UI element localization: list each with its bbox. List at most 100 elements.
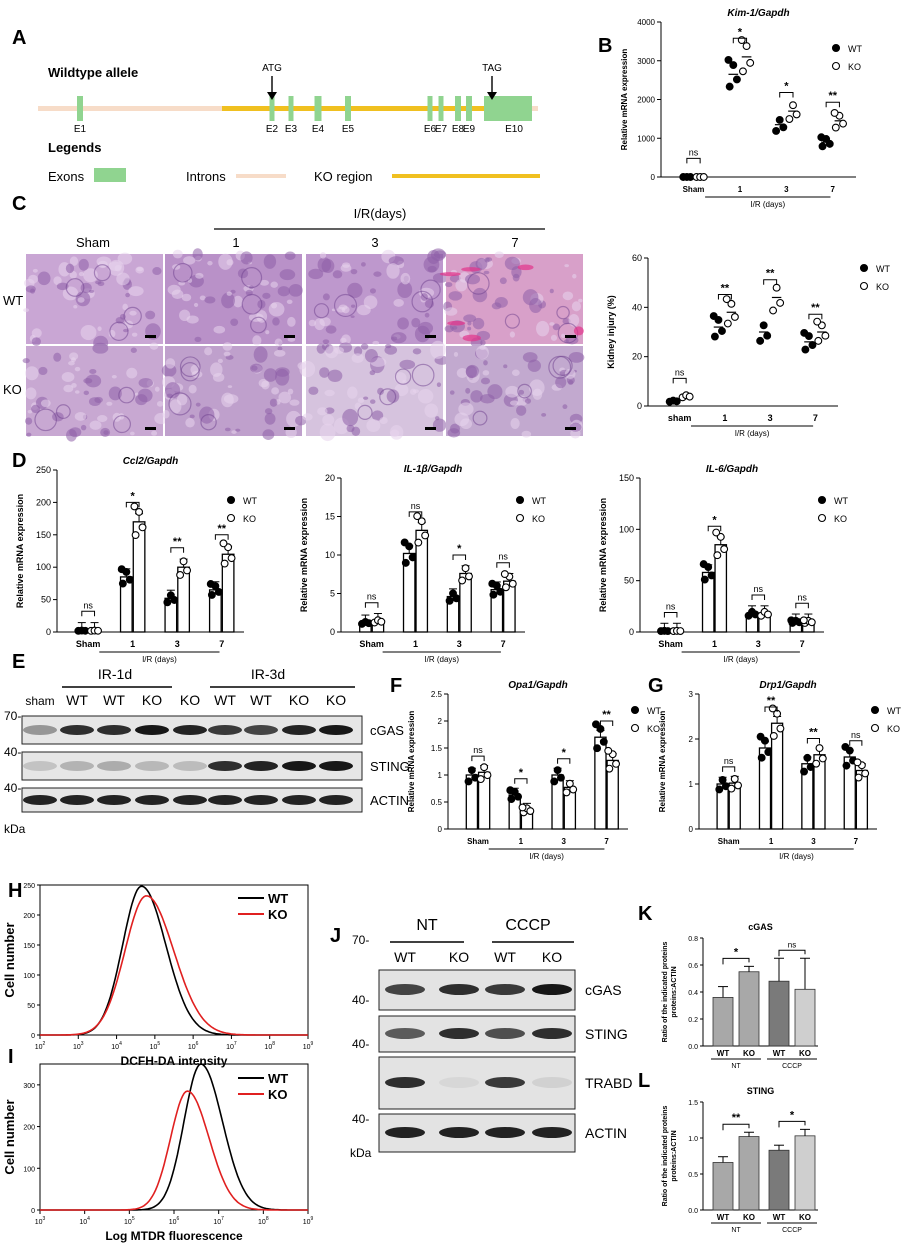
tissue-texture bbox=[333, 417, 350, 435]
tissue-texture bbox=[397, 281, 413, 299]
tissue-texture bbox=[390, 429, 400, 437]
legend-exons-label: Exons bbox=[48, 169, 85, 184]
data-point bbox=[799, 616, 808, 625]
tissue-texture bbox=[178, 281, 186, 286]
tissue-texture bbox=[161, 376, 176, 389]
tissue-texture bbox=[277, 346, 283, 351]
data-point bbox=[722, 295, 731, 304]
data-point bbox=[704, 563, 713, 572]
bar bbox=[551, 774, 564, 830]
tissue-texture bbox=[391, 336, 398, 341]
tissue-texture bbox=[503, 393, 518, 407]
tissue-texture bbox=[456, 367, 468, 379]
significance-bracket bbox=[778, 949, 806, 957]
significance-bracket bbox=[849, 740, 863, 746]
tissue-texture bbox=[515, 395, 528, 406]
legend-marker bbox=[870, 705, 880, 715]
tissue-texture bbox=[503, 364, 508, 369]
significance-bracket bbox=[672, 377, 687, 384]
tissue-texture bbox=[449, 274, 461, 283]
significance-bracket bbox=[170, 547, 185, 553]
tissue-texture bbox=[29, 288, 36, 294]
tissue-texture bbox=[271, 387, 280, 395]
data-point bbox=[413, 512, 422, 521]
data-point bbox=[87, 626, 96, 635]
data-point bbox=[769, 731, 778, 740]
cast bbox=[462, 334, 481, 342]
lane-label: WT bbox=[250, 692, 272, 708]
legend-label: WT bbox=[834, 496, 848, 506]
tissue-texture bbox=[194, 255, 202, 262]
tissue-texture bbox=[522, 397, 529, 402]
tissue-texture bbox=[351, 353, 364, 364]
x-tick-label: 106 bbox=[188, 1041, 199, 1051]
tissue-texture bbox=[171, 383, 184, 392]
y-tick-label: 0.6 bbox=[688, 963, 698, 970]
tissue-texture bbox=[152, 267, 162, 275]
glomerulus bbox=[552, 355, 573, 376]
x-tick-label: 3 bbox=[457, 639, 462, 649]
data-point bbox=[550, 777, 559, 786]
tissue-texture bbox=[100, 427, 111, 437]
tissue-texture bbox=[287, 316, 296, 327]
y-axis-label: proteins:ACTIN bbox=[671, 966, 678, 1017]
y-axis-label: Relative mRNA expression bbox=[620, 49, 629, 151]
data-point bbox=[845, 746, 854, 755]
tissue-texture bbox=[108, 329, 116, 338]
tissue-texture bbox=[559, 367, 566, 373]
blot-band bbox=[319, 725, 353, 735]
tissue-texture bbox=[108, 259, 125, 276]
x-tick-label: 7 bbox=[831, 185, 836, 194]
y-axis-label: Kidney injury (%) bbox=[606, 295, 616, 369]
tissue-texture bbox=[465, 365, 477, 379]
tissue-texture bbox=[251, 365, 258, 371]
tissue-texture bbox=[379, 416, 388, 425]
data-point bbox=[730, 313, 739, 321]
glomerulus bbox=[65, 278, 85, 297]
significance-bracket bbox=[214, 534, 229, 540]
exon-label: E9 bbox=[463, 124, 476, 135]
tissue-texture bbox=[287, 388, 294, 395]
data-point bbox=[787, 616, 796, 625]
data-point bbox=[90, 626, 99, 635]
tissue-texture bbox=[302, 413, 313, 421]
legend-label: KO bbox=[243, 514, 256, 524]
data-point bbox=[599, 737, 608, 746]
tissue-texture bbox=[403, 275, 409, 282]
tissue-texture bbox=[92, 342, 109, 354]
tissue-texture bbox=[475, 345, 489, 360]
tissue-texture bbox=[562, 291, 574, 301]
data-point bbox=[804, 332, 813, 341]
tissue-texture bbox=[212, 372, 225, 382]
exon-box-e10 bbox=[484, 96, 532, 121]
tissue-texture bbox=[420, 293, 428, 301]
blot-band bbox=[173, 795, 207, 805]
data-point bbox=[224, 543, 233, 552]
glomerulus bbox=[113, 415, 131, 434]
y-tick-label: 0 bbox=[689, 825, 694, 834]
tissue-texture bbox=[436, 382, 442, 388]
tissue-texture bbox=[314, 318, 325, 331]
tissue-texture bbox=[480, 377, 491, 385]
x-tick-label: 103 bbox=[73, 1041, 84, 1051]
plot-frame bbox=[39, 1063, 309, 1211]
tissue-texture bbox=[339, 337, 347, 344]
panel-label-h: H bbox=[8, 880, 22, 902]
legend-label: WT bbox=[848, 44, 862, 54]
data-point bbox=[757, 753, 766, 762]
tissue-texture bbox=[114, 265, 122, 272]
blot-band bbox=[135, 725, 169, 735]
data-point bbox=[730, 775, 739, 783]
tissue-texture bbox=[389, 425, 404, 440]
blot-band bbox=[208, 795, 242, 805]
tissue-texture bbox=[288, 283, 303, 297]
tissue-texture bbox=[424, 403, 439, 418]
data-point bbox=[657, 627, 665, 636]
blot-band bbox=[97, 795, 131, 805]
data-point bbox=[676, 627, 685, 635]
blot-band bbox=[485, 1077, 525, 1088]
tissue-texture bbox=[354, 402, 362, 410]
lane-label: sham bbox=[25, 694, 54, 708]
y-tick-label: 0 bbox=[31, 1033, 35, 1040]
significance-label: ** bbox=[721, 283, 730, 295]
